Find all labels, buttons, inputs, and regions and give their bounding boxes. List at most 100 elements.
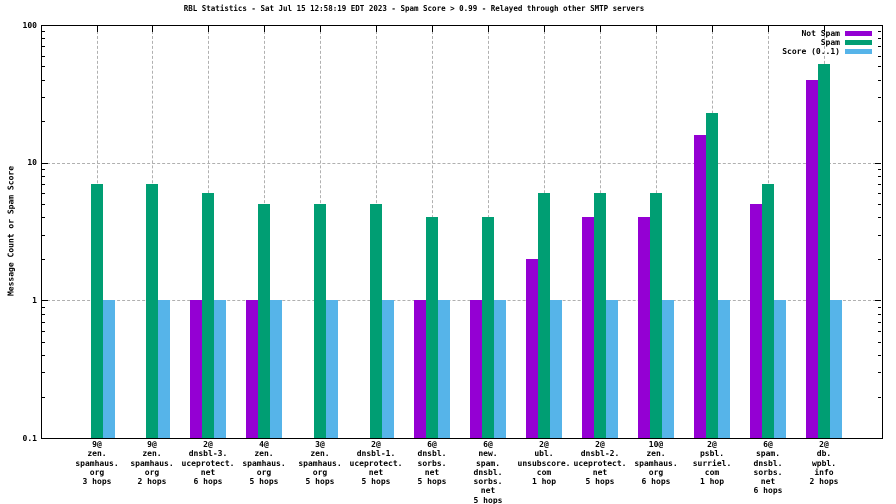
y-minor-tick-mark [878, 259, 881, 260]
bar-spam [594, 193, 606, 438]
y-minor-tick-mark [42, 193, 45, 194]
y-minor-tick-mark [42, 342, 45, 343]
x-tick-mark [97, 26, 98, 32]
y-tick-mark [875, 300, 881, 301]
bar-score [774, 300, 786, 438]
bar-spam [258, 204, 270, 438]
y-minor-tick-mark [878, 331, 881, 332]
y-minor-tick-mark [42, 307, 45, 308]
y-minor-tick-mark [42, 31, 45, 32]
y-tick-label: 100 [22, 21, 37, 30]
y-minor-tick-mark [878, 372, 881, 373]
legend-row-not-spam: Not Spam [782, 29, 872, 38]
bar-not-spam [526, 259, 538, 438]
bar-score [438, 300, 450, 438]
y-minor-tick-mark [878, 184, 881, 185]
legend-row-score: Score (0..1) [782, 47, 872, 56]
x-category-label: 2@ psbl. surriel. com 1 hop [692, 440, 732, 487]
x-tick-mark [712, 26, 713, 32]
x-category-label: 9@ zen. spamhaus. org 2 hops [130, 440, 174, 487]
bar-not-spam [750, 204, 762, 438]
y-minor-tick-mark [878, 121, 881, 122]
bar-spam [762, 184, 774, 438]
y-minor-tick-mark [878, 217, 881, 218]
bar-not-spam [414, 300, 426, 438]
x-category-label: 9@ zen. spamhaus. org 3 hops [75, 440, 119, 487]
bar-spam [538, 193, 550, 438]
y-tick-mark [875, 25, 881, 26]
y-minor-tick-mark [42, 184, 45, 185]
y-minor-tick-mark [878, 342, 881, 343]
x-tick-mark [824, 26, 825, 32]
legend-swatch-score [845, 49, 872, 54]
x-category-label: 4@ zen. spamhaus. org 5 hops [242, 440, 286, 487]
bar-score [270, 300, 282, 438]
y-minor-tick-mark [42, 97, 45, 98]
bar-spam [146, 184, 158, 438]
bar-score [662, 300, 674, 438]
y-axis-title: Message Count or Spam Score [6, 165, 16, 297]
x-category-label: 10@ zen. spamhaus. org 6 hops [634, 440, 678, 487]
legend: Not Spam Spam Score (0..1) [782, 29, 872, 56]
x-tick-mark [264, 26, 265, 32]
x-category-label: 6@ spam. dnsbl. sorbs. net 6 hops [753, 440, 783, 496]
bar-score [214, 300, 226, 438]
legend-swatch-not-spam [845, 31, 872, 36]
gridline-horizontal [42, 300, 881, 301]
y-minor-tick-mark [878, 46, 881, 47]
legend-label-spam: Spam [820, 38, 840, 47]
y-minor-tick-mark [42, 38, 45, 39]
x-category-label: 6@ new. spam. dnsbl. sorbs. net 5 hops [473, 440, 503, 504]
y-minor-tick-mark [878, 31, 881, 32]
bar-score [550, 300, 562, 438]
y-minor-tick-mark [42, 314, 45, 315]
y-minor-tick-mark [42, 235, 45, 236]
bar-spam [706, 113, 718, 438]
bar-not-spam [246, 300, 258, 438]
gridline-horizontal [42, 163, 881, 164]
x-tick-mark [544, 26, 545, 32]
bar-score [326, 300, 338, 438]
bar-not-spam [694, 135, 706, 438]
bar-score [158, 300, 170, 438]
bar-score [382, 300, 394, 438]
y-tick-label: 0.1 [22, 434, 37, 443]
y-minor-tick-mark [42, 322, 45, 323]
x-tick-mark [600, 26, 601, 32]
x-category-label: 2@ dnsbl-3. uceprotect. net 6 hops [181, 440, 235, 487]
y-minor-tick-mark [878, 307, 881, 308]
y-minor-tick-mark [42, 56, 45, 57]
bar-spam [314, 204, 326, 438]
bar-score [103, 300, 115, 438]
x-tick-mark [320, 26, 321, 32]
y-tick-label: 1 [32, 296, 37, 305]
y-minor-tick-mark [878, 38, 881, 39]
chart-title: RBL Statistics - Sat Jul 15 12:58:19 EDT… [183, 4, 645, 13]
y-minor-tick-mark [42, 204, 45, 205]
y-minor-tick-mark [878, 193, 881, 194]
x-category-label: 2@ db. wpbl. info 2 hops [809, 440, 839, 487]
y-minor-tick-mark [878, 169, 881, 170]
y-minor-tick-mark [878, 314, 881, 315]
bar-spam [818, 64, 830, 438]
x-category-label: 6@ dnsbl. sorbs. net 5 hops [417, 440, 447, 487]
x-category-label: 2@ dnsbl-1. uceprotect. net 5 hops [349, 440, 403, 487]
y-minor-tick-mark [878, 97, 881, 98]
legend-label-not-spam: Not Spam [801, 29, 840, 38]
bar-score [718, 300, 730, 438]
bar-not-spam [806, 80, 818, 438]
legend-label-score: Score (0..1) [782, 47, 840, 56]
y-minor-tick-mark [878, 322, 881, 323]
bar-spam [202, 193, 214, 438]
y-tick-mark [42, 438, 48, 439]
x-tick-mark [488, 26, 489, 32]
y-minor-tick-mark [878, 204, 881, 205]
y-minor-tick-mark [42, 176, 45, 177]
y-tick-mark [42, 163, 48, 164]
y-tick-mark [875, 163, 881, 164]
bar-score [606, 300, 618, 438]
y-minor-tick-mark [42, 372, 45, 373]
y-minor-tick-mark [42, 66, 45, 67]
x-tick-mark [768, 26, 769, 32]
